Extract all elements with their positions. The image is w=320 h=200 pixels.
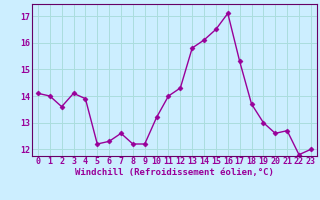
X-axis label: Windchill (Refroidissement éolien,°C): Windchill (Refroidissement éolien,°C) — [75, 168, 274, 177]
